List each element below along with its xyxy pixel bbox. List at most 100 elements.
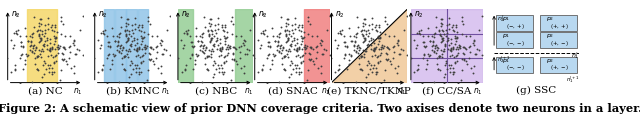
Point — [285, 44, 296, 46]
Point — [468, 39, 479, 41]
Point — [188, 68, 198, 70]
Point — [104, 46, 115, 48]
Point — [34, 49, 44, 51]
Point — [296, 72, 306, 73]
Point — [206, 23, 216, 25]
Point — [294, 71, 304, 73]
Point — [298, 48, 308, 50]
Point — [440, 74, 451, 75]
Point — [284, 37, 294, 39]
Point — [465, 35, 476, 37]
Point — [147, 48, 157, 50]
Point — [179, 44, 189, 46]
Point — [372, 36, 383, 37]
Point — [429, 50, 439, 52]
Point — [230, 47, 240, 49]
Point — [440, 60, 451, 62]
Text: $(+,+)$: $(+,+)$ — [550, 22, 569, 31]
Point — [140, 46, 150, 48]
Point — [62, 63, 72, 65]
Point — [349, 35, 359, 37]
Point — [42, 64, 52, 66]
Point — [351, 50, 361, 52]
Point — [454, 46, 464, 48]
Point — [458, 46, 468, 48]
Point — [129, 44, 140, 46]
Point — [282, 53, 292, 55]
Point — [363, 43, 373, 45]
Point — [208, 50, 218, 52]
Point — [185, 82, 195, 84]
Point — [386, 63, 396, 65]
Point — [434, 30, 444, 32]
Text: $n_2$: $n_2$ — [335, 9, 344, 20]
Point — [120, 55, 130, 57]
Point — [339, 82, 349, 84]
Text: (b) KMNC: (b) KMNC — [106, 86, 159, 95]
Point — [468, 42, 478, 44]
Point — [266, 45, 276, 47]
Point — [134, 29, 145, 31]
Point — [440, 64, 450, 66]
Point — [193, 40, 203, 42]
Text: $n_2$: $n_2$ — [98, 9, 108, 20]
Point — [29, 26, 40, 28]
Point — [130, 28, 140, 30]
Point — [12, 33, 22, 35]
Point — [221, 31, 232, 33]
Point — [372, 72, 383, 73]
Point — [289, 95, 300, 97]
Point — [156, 39, 166, 41]
Point — [435, 34, 445, 35]
Point — [428, 44, 438, 46]
Point — [342, 68, 352, 70]
Point — [52, 52, 63, 54]
Point — [65, 45, 76, 47]
Point — [200, 57, 210, 59]
Point — [440, 43, 451, 45]
Point — [424, 55, 434, 57]
Point — [452, 82, 463, 84]
Point — [378, 47, 388, 49]
Point — [234, 57, 244, 59]
Point — [446, 64, 456, 66]
Point — [248, 55, 258, 56]
Point — [349, 44, 360, 46]
Point — [420, 68, 431, 70]
Point — [351, 33, 361, 35]
Point — [389, 35, 399, 37]
Point — [452, 37, 462, 39]
Point — [30, 49, 40, 51]
Point — [123, 38, 133, 40]
Point — [282, 38, 292, 39]
Bar — [496, 57, 533, 73]
Point — [102, 82, 112, 84]
Point — [36, 56, 46, 57]
Bar — [496, 15, 533, 31]
Point — [474, 29, 484, 31]
Point — [200, 63, 211, 65]
Point — [127, 40, 138, 42]
Point — [442, 3, 452, 4]
Point — [366, 37, 376, 39]
Point — [211, 24, 221, 26]
Point — [225, 45, 236, 47]
Point — [205, 29, 216, 31]
Point — [297, 25, 307, 26]
Point — [316, 39, 326, 41]
Point — [93, 39, 103, 41]
Point — [435, 55, 445, 57]
Point — [207, 76, 218, 78]
Point — [181, 31, 191, 32]
Point — [302, 45, 312, 47]
Point — [393, 40, 403, 42]
Point — [448, 46, 458, 48]
Point — [316, 44, 326, 46]
Point — [64, 46, 74, 48]
Point — [363, 36, 373, 37]
Point — [275, 45, 285, 47]
Point — [20, 59, 30, 61]
Point — [95, 44, 106, 46]
Point — [33, 55, 44, 57]
Point — [192, 55, 202, 57]
